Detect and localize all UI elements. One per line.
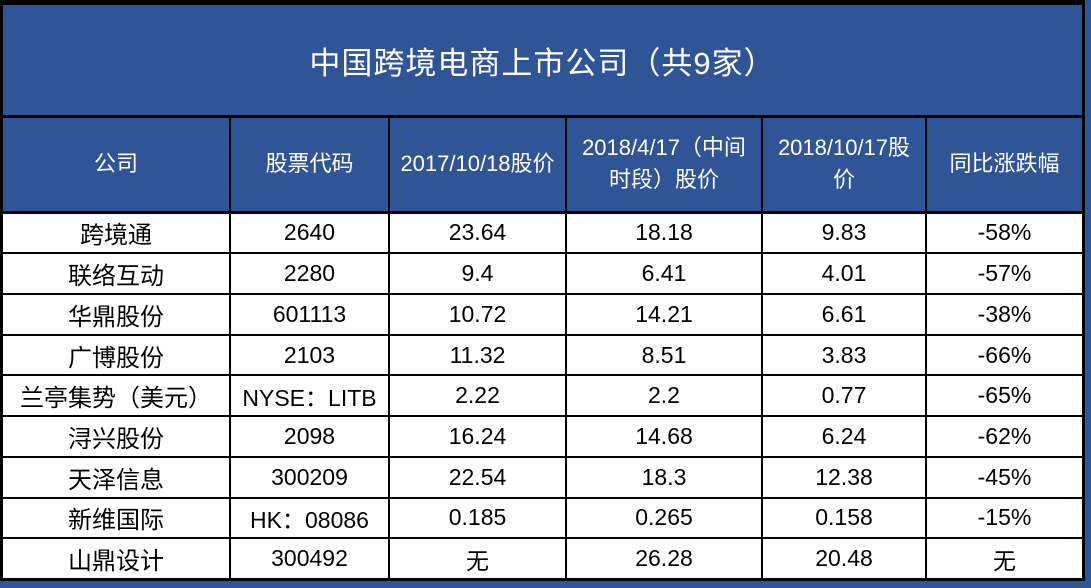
price-mid-cell: 2.2 (565, 374, 763, 418)
code-cell: 2098 (229, 415, 390, 458)
code-cell: 2103 (229, 333, 390, 377)
header-company: 公司 (3, 118, 231, 214)
change-cell: -65% (925, 374, 1082, 418)
price-2018-cell: 3.83 (761, 333, 927, 377)
table-row: 广博股份 2103 11.32 8.51 3.83 -66% (3, 333, 1082, 377)
price-2017-cell: 22.54 (388, 455, 567, 499)
price-2017-cell: 0.185 (388, 496, 567, 540)
company-cell: 华鼎股份 (3, 292, 231, 336)
price-2018-cell: 12.38 (761, 455, 927, 499)
price-2018-cell: 6.24 (761, 415, 927, 458)
change-cell: -57% (925, 252, 1082, 295)
table-row: 跨境通 2640 23.64 18.18 9.83 -58% (3, 210, 1082, 255)
header-price-2018-10-17: 2018/10/17股价 (761, 118, 927, 214)
price-2018-cell: 4.01 (761, 252, 927, 295)
table-row: 山鼎设计 300492 无 26.28 20.48 无 (3, 537, 1082, 578)
code-cell: NYSE：LITB (229, 374, 390, 418)
price-mid-cell: 14.21 (565, 292, 763, 336)
company-cell: 联络互动 (3, 252, 231, 295)
code-cell: 601113 (229, 292, 390, 336)
price-mid-cell: 18.18 (565, 210, 763, 255)
price-2017-cell: 16.24 (388, 415, 567, 458)
price-2017-cell: 23.64 (388, 210, 567, 255)
price-2018-cell: 9.83 (761, 210, 927, 255)
price-mid-cell: 18.3 (565, 455, 763, 499)
price-2017-cell: 2.22 (388, 374, 567, 418)
change-cell: -45% (925, 455, 1082, 499)
price-mid-cell: 0.265 (565, 496, 763, 540)
table-row: 兰亭集势（美元） NYSE：LITB 2.22 2.2 0.77 -65% (3, 374, 1082, 418)
price-2017-cell: 10.72 (388, 292, 567, 336)
change-cell: -38% (925, 292, 1082, 336)
price-2018-cell: 6.61 (761, 292, 927, 336)
company-cell: 兰亭集势（美元） (3, 374, 231, 418)
company-cell: 天泽信息 (3, 455, 231, 499)
table-row: 天泽信息 300209 22.54 18.3 12.38 -45% (3, 455, 1082, 499)
price-2017-cell: 无 (388, 537, 567, 578)
code-cell: 2640 (229, 210, 390, 255)
header-yoy-change: 同比涨跌幅 (925, 118, 1082, 214)
code-cell: 300209 (229, 455, 390, 499)
change-cell: -15% (925, 496, 1082, 540)
table-title: 中国跨境电商上市公司（共9家） (3, 5, 1082, 118)
price-mid-cell: 6.41 (565, 252, 763, 295)
table-body: 跨境通 2640 23.64 18.18 9.83 -58% 联络互动 2280… (3, 210, 1082, 578)
code-cell: 300492 (229, 537, 390, 578)
code-cell: 2280 (229, 252, 390, 295)
change-cell: -62% (925, 415, 1082, 458)
price-mid-cell: 14.68 (565, 415, 763, 458)
stock-table: 公司 股票代码 2017/10/18股价 2018/4/17（中间时段）股价 2… (3, 118, 1082, 578)
table-row: 新维国际 HK：08086 0.185 0.265 0.158 -15% (3, 496, 1082, 540)
company-cell: 跨境通 (3, 210, 231, 255)
company-cell: 新维国际 (3, 496, 231, 540)
table-header: 公司 股票代码 2017/10/18股价 2018/4/17（中间时段）股价 2… (3, 118, 1082, 214)
change-cell: -66% (925, 333, 1082, 377)
header-row: 公司 股票代码 2017/10/18股价 2018/4/17（中间时段）股价 2… (3, 118, 1082, 214)
header-price-2018-4-17: 2018/4/17（中间时段）股价 (565, 118, 763, 214)
price-2017-cell: 9.4 (388, 252, 567, 295)
price-2017-cell: 11.32 (388, 333, 567, 377)
table-row: 联络互动 2280 9.4 6.41 4.01 -57% (3, 252, 1082, 295)
price-2018-cell: 0.77 (761, 374, 927, 418)
company-cell: 浔兴股份 (3, 415, 231, 458)
company-cell: 广博股份 (3, 333, 231, 377)
price-mid-cell: 8.51 (565, 333, 763, 377)
code-cell: HK：08086 (229, 496, 390, 540)
price-mid-cell: 26.28 (565, 537, 763, 578)
change-cell: 无 (925, 537, 1082, 578)
table-row: 浔兴股份 2098 16.24 14.68 6.24 -62% (3, 415, 1082, 458)
table-row: 华鼎股份 601113 10.72 14.21 6.61 -38% (3, 292, 1082, 336)
header-price-2017-10-18: 2017/10/18股价 (388, 118, 567, 214)
company-cell: 山鼎设计 (3, 537, 231, 578)
change-cell: -58% (925, 210, 1082, 255)
price-2018-cell: 0.158 (761, 496, 927, 540)
header-stock-code: 股票代码 (229, 118, 390, 214)
price-2018-cell: 20.48 (761, 537, 927, 578)
